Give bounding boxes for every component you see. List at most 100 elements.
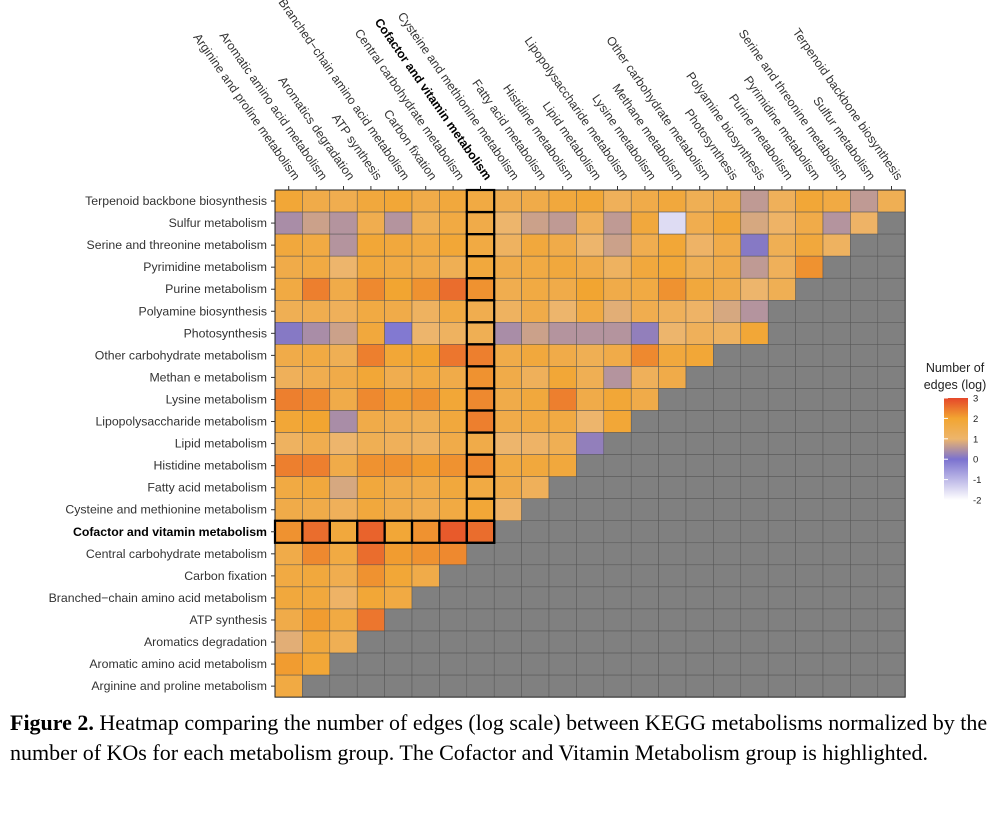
missing-cell	[767, 630, 796, 654]
missing-cell	[466, 608, 495, 632]
heatmap-cell	[630, 189, 659, 213]
heatmap-cell	[740, 233, 769, 257]
missing-cell	[850, 608, 879, 632]
heatmap-cell	[466, 432, 495, 455]
heatmap-cell	[466, 211, 495, 235]
missing-cell	[850, 233, 879, 257]
heatmap-cell	[411, 454, 440, 477]
row-label: Purine metabolism	[165, 282, 267, 296]
heatmap-cell	[740, 322, 769, 345]
missing-cell	[767, 454, 796, 477]
heatmap-cell	[850, 189, 879, 213]
heatmap-cell	[274, 277, 303, 301]
missing-cell	[685, 586, 714, 610]
row-label: Lipid metabolism	[175, 437, 267, 451]
heatmap-cell	[384, 255, 413, 279]
row-label: Histidine metabolism	[154, 459, 267, 473]
missing-cell	[850, 454, 879, 477]
heatmap-cell	[411, 233, 440, 257]
missing-cell	[850, 498, 879, 522]
missing-cell	[685, 410, 714, 433]
heatmap-cell	[603, 233, 632, 257]
missing-cell	[767, 322, 796, 345]
missing-cell	[576, 674, 605, 698]
heatmap-cell	[329, 608, 358, 632]
heatmap-cell	[466, 344, 495, 367]
missing-cell	[685, 432, 714, 455]
heatmap-cell	[548, 410, 577, 433]
heatmap-cell	[493, 233, 522, 257]
heatmap-cell	[576, 366, 605, 389]
heatmap-cell	[384, 498, 413, 522]
legend-tick-label: 1	[973, 434, 978, 445]
missing-cell	[822, 322, 851, 345]
heatmap-cell	[439, 410, 468, 433]
heatmap-cell	[466, 520, 495, 544]
missing-cell	[685, 542, 714, 566]
heatmap-cell	[439, 300, 468, 323]
heatmap-cell	[356, 344, 385, 367]
heatmap-cell	[302, 652, 331, 676]
heatmap-cell	[685, 300, 714, 323]
heatmap-cell	[274, 564, 303, 588]
missing-cell	[822, 564, 851, 588]
heatmap-cell	[302, 498, 331, 522]
heatmap-cell	[521, 476, 550, 499]
missing-cell	[877, 608, 906, 632]
heatmap-cell	[521, 277, 550, 301]
heatmap-cell	[603, 211, 632, 235]
heatmap-cell	[658, 255, 687, 279]
missing-cell	[521, 652, 550, 676]
missing-cell	[548, 564, 577, 588]
column-labels: Arginine and proline metabolismAromatic …	[190, 0, 906, 190]
heatmap-cell	[493, 410, 522, 433]
heatmap-cell	[850, 211, 879, 235]
heatmap-cell	[548, 344, 577, 367]
heatmap-cell	[713, 300, 742, 323]
heatmap-cell	[576, 410, 605, 433]
missing-cell	[630, 454, 659, 477]
missing-cell	[877, 586, 906, 610]
missing-cell	[877, 366, 906, 389]
heatmap-cell	[439, 322, 468, 345]
heatmap-cell	[603, 388, 632, 411]
missing-cell	[713, 344, 742, 367]
legend-tick-label: 2	[973, 414, 978, 425]
missing-cell	[877, 300, 906, 323]
heatmap-cell	[795, 189, 824, 213]
heatmap-cell	[603, 300, 632, 323]
missing-cell	[603, 498, 632, 522]
missing-cell	[822, 277, 851, 301]
row-label: Cysteine and methionine metabolism	[65, 503, 267, 517]
heatmap-cell	[521, 255, 550, 279]
heatmap-cell	[548, 233, 577, 257]
missing-cell	[795, 564, 824, 588]
heatmap-cell	[493, 498, 522, 522]
heatmap-cell	[548, 300, 577, 323]
missing-cell	[685, 388, 714, 411]
heatmap-cell	[384, 300, 413, 323]
heatmap-cell	[767, 277, 796, 301]
heatmap-cell	[356, 608, 385, 632]
heatmap-cell	[493, 322, 522, 345]
missing-cell	[384, 608, 413, 632]
missing-cell	[850, 586, 879, 610]
heatmap-cell	[356, 322, 385, 345]
heatmap-cell	[822, 233, 851, 257]
missing-cell	[822, 366, 851, 389]
heatmap-cell	[548, 366, 577, 389]
missing-cell	[685, 498, 714, 522]
missing-cell	[822, 432, 851, 455]
heatmap-cell	[439, 520, 468, 544]
missing-cell	[603, 520, 632, 544]
heatmap-cell	[493, 454, 522, 477]
missing-cell	[603, 630, 632, 654]
caption-text: Heatmap comparing the number of edges (l…	[10, 710, 988, 765]
missing-cell	[795, 300, 824, 323]
heatmap-cell	[411, 211, 440, 235]
heatmap-cell	[384, 586, 413, 610]
missing-cell	[685, 476, 714, 499]
heatmap-cell	[713, 322, 742, 345]
heatmap-cell	[795, 255, 824, 279]
missing-cell	[603, 586, 632, 610]
